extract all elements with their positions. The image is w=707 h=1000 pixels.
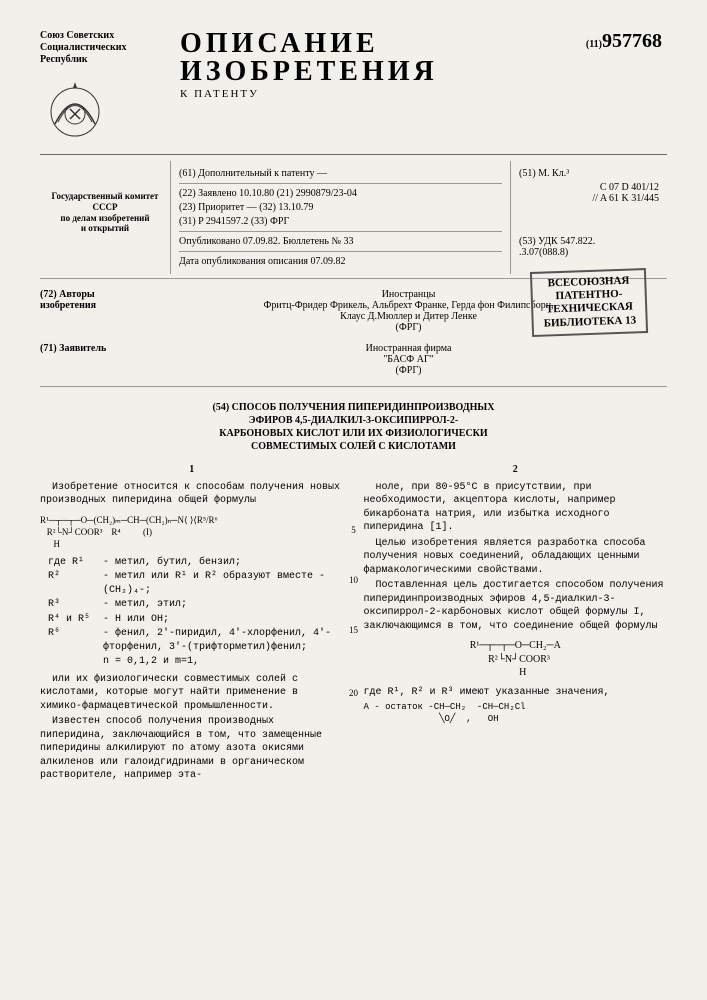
col1-p3: Известен способ получения производных пи… bbox=[40, 715, 344, 783]
def-nm: n = 0,1,2 и m=1, bbox=[48, 655, 344, 669]
col1-p2: или их физиологически совместимых солей … bbox=[40, 673, 344, 714]
committee-block: Государственный комитет СССР по делам из… bbox=[40, 161, 170, 274]
col1-p1: Изобретение относится к способам получен… bbox=[40, 481, 344, 508]
meta-grid: Государственный комитет СССР по делам из… bbox=[40, 161, 667, 274]
def-r1: где R¹- метил, бутил, бензил; bbox=[48, 556, 344, 570]
ussr-emblem-icon bbox=[40, 74, 110, 144]
definitions: где R¹- метил, бутил, бензил; R²- метил … bbox=[48, 556, 344, 669]
committee-name: Государственный комитет СССР по делам из… bbox=[40, 191, 170, 234]
patent-page: (11)957768 Союз Советских Социалистическ… bbox=[0, 0, 707, 1000]
meta-middle: (61) Дополнительный к патенту — (22) Зая… bbox=[170, 161, 511, 274]
row-53: (53) УДК 547.822. .3.07(088.8) bbox=[519, 236, 659, 258]
line-num-20: 20 bbox=[349, 688, 358, 698]
def-r4r5: R⁴ и R⁵- H или OH; bbox=[48, 613, 344, 627]
row-31: (31) P 2941597.2 (33) ФРГ bbox=[179, 216, 502, 227]
row-51: (51) М. Кл.³ bbox=[519, 168, 659, 179]
line-num-5: 5 bbox=[351, 525, 356, 535]
applicant-head: Иностранная фирма bbox=[150, 343, 667, 354]
col1-num: 1 bbox=[40, 463, 344, 477]
def-r2: R²- метил или R¹ и R² образуют вместе -(… bbox=[48, 570, 344, 597]
body-columns: 1 Изобретение относится к способам получ… bbox=[40, 463, 667, 785]
line-num-10: 10 bbox=[349, 575, 358, 585]
col2-p5: A - остаток -CH─CH₂ -CH─CH₂Cl ╲O╱ , OH bbox=[364, 701, 668, 725]
row-61: (61) Дополнительный к патенту — bbox=[179, 168, 502, 179]
pub-prefix: (11) bbox=[586, 39, 602, 50]
formula-2: R¹─┬─┬─O─CH₂─A R²└N┘COOR³ H bbox=[364, 639, 668, 680]
authors-label: (72) Авторы изобретения bbox=[40, 289, 150, 333]
meta-right: (51) М. Кл.³ С 07 D 401/12 // A 61 K 31/… bbox=[511, 161, 667, 274]
def-r3: R³- метил, этил; bbox=[48, 598, 344, 612]
formula-1: R¹─┬─┬─O─(CH₂)ₘ─CH─(CH₂)ₙ─N⟨ ⟩⟨R⁵/R⁶ R²└… bbox=[40, 514, 344, 550]
col2-p3: Поставленная цель достигается способом п… bbox=[364, 579, 668, 633]
column-1: 1 Изобретение относится к способам получ… bbox=[40, 463, 344, 785]
col2-p2: Целью изобретения является разработка сп… bbox=[364, 537, 668, 578]
applicant-label: (71) Заявитель bbox=[40, 343, 150, 376]
def-r6: R⁶- фенил, 2'-пиридил, 4'-хлорфенил, 4'-… bbox=[48, 627, 344, 654]
col2-p1: ноле, при 80-95°С в присутствии, при нео… bbox=[364, 481, 668, 535]
library-stamp: ВСЕСОЮЗНАЯ ПАТЕНТНО- ТЕХНИЧЕСКАЯ БИБЛИОТ… bbox=[529, 268, 648, 337]
country-name: Союз Советских Социалистических Республи… bbox=[40, 30, 170, 66]
row-23: (23) Приоритет — (32) 13.10.79 bbox=[179, 202, 502, 213]
publication-number: (11)957768 bbox=[586, 30, 662, 53]
row-22: (22) Заявлено 10.10.80 (21) 2990879/23-0… bbox=[179, 188, 502, 199]
applicant-content: Иностранная фирма "БАСФ АГ" (ФРГ) bbox=[150, 343, 667, 376]
header: Союз Советских Социалистических Республи… bbox=[40, 30, 667, 155]
row-pub: Опубликовано 07.09.82. Бюллетень № 33 bbox=[179, 236, 502, 247]
sub-title: К ПАТЕНТУ bbox=[180, 88, 667, 100]
line-num-15: 15 bbox=[349, 625, 358, 635]
country-block: Союз Советских Социалистических Республи… bbox=[40, 30, 170, 148]
pub-num-value: 957768 bbox=[602, 30, 662, 52]
column-2: 2 ноле, при 80-95°С в присутствии, при н… bbox=[364, 463, 668, 785]
row-date: Дата опубликования описания 07.09.82 bbox=[179, 256, 502, 267]
applicant-name: "БАСФ АГ" (ФРГ) bbox=[150, 354, 667, 376]
col2-num: 2 bbox=[364, 463, 668, 477]
row-51b: С 07 D 401/12 // A 61 K 31/445 bbox=[519, 182, 659, 204]
invention-title: (54) СПОСОБ ПОЛУЧЕНИЯ ПИПЕРИДИНПРОИЗВОДН… bbox=[80, 401, 627, 453]
col2-p4: где R¹, R² и R³ имеют указанные значения… bbox=[364, 686, 668, 700]
